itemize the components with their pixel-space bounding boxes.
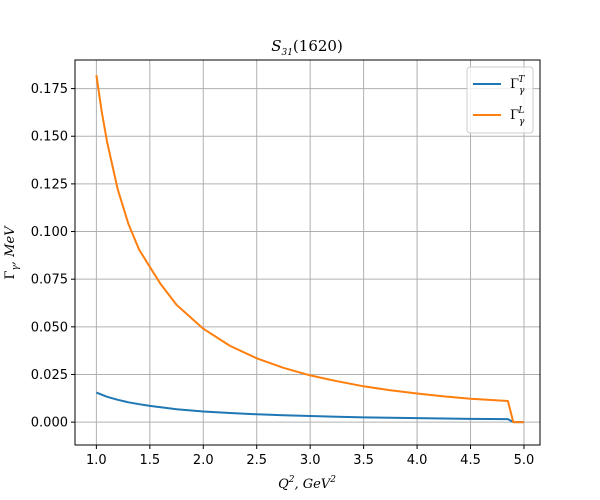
x-tick-label: 1.0 <box>86 453 107 468</box>
y-axis-label-unit: , MeV <box>3 225 18 265</box>
legend-label-transverse-sup: T <box>518 75 525 85</box>
legend: ΓγT ΓγL <box>466 66 534 134</box>
series-line-longitudinal <box>95 75 524 424</box>
legend-label-longitudinal-base: Γ <box>510 108 519 123</box>
legend-label-transverse-sub: γ <box>519 86 525 96</box>
x-tick-label: 2.5 <box>246 453 267 468</box>
plot-frame <box>74 59 541 446</box>
y-tick-label: 0.150 <box>31 130 68 145</box>
x-tick-label: 3.5 <box>353 453 374 468</box>
tick-layer: 1.0 1.5 2.0 2.5 3.0 3.5 4.0 4.5 5.0 0.000 0.025 0.0… <box>31 82 535 468</box>
y-axis-label-gamma: Γ <box>3 271 18 280</box>
x-axis-label-unit: , GeV <box>294 477 331 492</box>
x-tick-label: 2.0 <box>193 453 214 468</box>
x-tick-label: 5.0 <box>514 453 535 468</box>
y-tick-label: 0.000 <box>31 416 68 431</box>
x-axis-label-q: Q <box>278 477 289 492</box>
x-tick-label: 3.0 <box>300 453 321 468</box>
y-tick-label: 0.100 <box>31 225 68 240</box>
chart-title-sub: 31 <box>281 48 292 58</box>
chart-title: S31(1620) <box>271 37 343 58</box>
x-tick-label: 4.0 <box>407 453 428 468</box>
x-tick-label: 4.5 <box>460 453 481 468</box>
y-tick-label: 0.175 <box>31 82 68 97</box>
x-axis-label-unit-sup: 2 <box>329 475 336 485</box>
y-tick-label: 0.075 <box>31 273 68 288</box>
legend-label-transverse: ΓγT <box>510 75 525 96</box>
legend-label-longitudinal: ΓγL <box>510 106 525 127</box>
legend-label-longitudinal-sup: L <box>517 106 524 116</box>
y-tick-label: 0.025 <box>31 368 68 383</box>
y-axis-label-gamma-sub: γ <box>11 265 21 271</box>
x-axis-label: Q2, GeV2 <box>278 475 336 492</box>
series-line-transverse <box>96 391 524 424</box>
chart-title-rest: (1620) <box>293 37 343 55</box>
y-tick-label: 0.125 <box>31 177 68 192</box>
chart-title-main: S <box>271 37 281 55</box>
y-axis-label: Γγ, MeV <box>3 225 21 280</box>
legend-label-transverse-base: Γ <box>510 77 519 92</box>
series-layer <box>95 75 524 424</box>
x-tick-label: 1.5 <box>139 453 160 468</box>
y-tick-label: 0.050 <box>31 320 68 335</box>
legend-label-longitudinal-sub: γ <box>519 117 525 127</box>
plot-area-background <box>75 60 540 445</box>
x-axis-label-q-sup: 2 <box>288 475 295 485</box>
